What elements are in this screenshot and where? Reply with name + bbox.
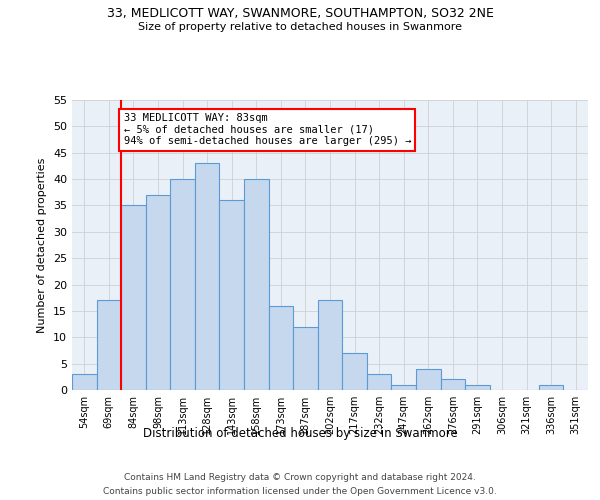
Bar: [244, 179, 269, 390]
Bar: [121, 206, 146, 390]
Text: Contains public sector information licensed under the Open Government Licence v3: Contains public sector information licen…: [103, 488, 497, 496]
Text: 33 MEDLICOTT WAY: 83sqm
← 5% of detached houses are smaller (17)
94% of semi-det: 33 MEDLICOTT WAY: 83sqm ← 5% of detached…: [124, 113, 411, 146]
Bar: [465, 384, 490, 390]
Bar: [391, 384, 416, 390]
Bar: [318, 300, 342, 390]
Bar: [269, 306, 293, 390]
Bar: [195, 164, 220, 390]
Bar: [342, 353, 367, 390]
Bar: [146, 195, 170, 390]
Text: Contains HM Land Registry data © Crown copyright and database right 2024.: Contains HM Land Registry data © Crown c…: [124, 472, 476, 482]
Bar: [293, 326, 318, 390]
Bar: [539, 384, 563, 390]
Bar: [170, 179, 195, 390]
Bar: [440, 380, 465, 390]
Bar: [416, 369, 440, 390]
Y-axis label: Number of detached properties: Number of detached properties: [37, 158, 47, 332]
Text: Distribution of detached houses by size in Swanmore: Distribution of detached houses by size …: [143, 428, 457, 440]
Bar: [220, 200, 244, 390]
Bar: [72, 374, 97, 390]
Bar: [97, 300, 121, 390]
Bar: [367, 374, 391, 390]
Text: 33, MEDLICOTT WAY, SWANMORE, SOUTHAMPTON, SO32 2NE: 33, MEDLICOTT WAY, SWANMORE, SOUTHAMPTON…: [107, 8, 493, 20]
Text: Size of property relative to detached houses in Swanmore: Size of property relative to detached ho…: [138, 22, 462, 32]
